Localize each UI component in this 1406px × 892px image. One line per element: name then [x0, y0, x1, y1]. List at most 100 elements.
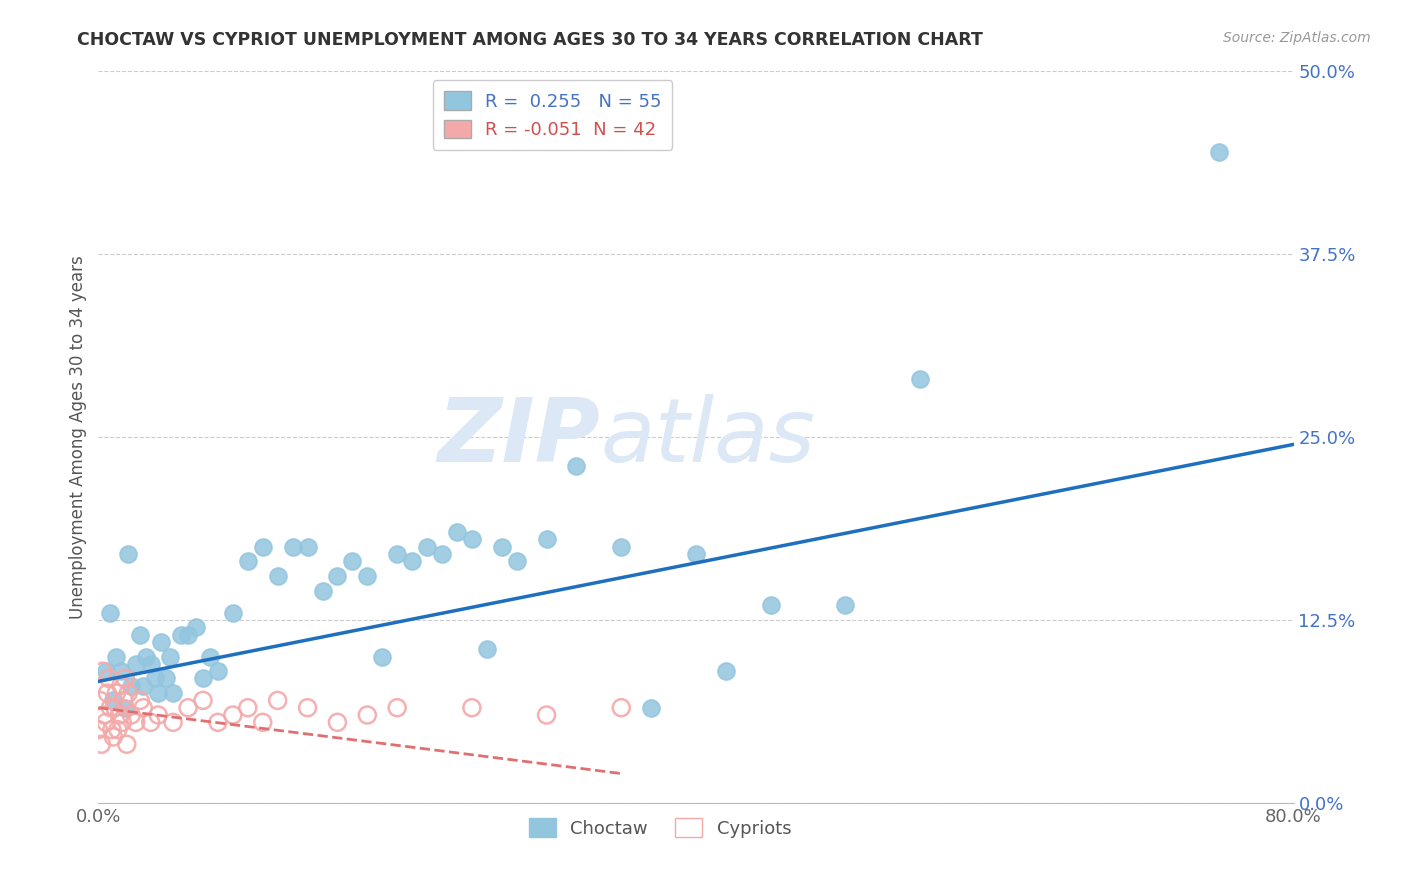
- Point: [430, 547, 453, 561]
- Point: [714, 664, 737, 678]
- Point: [222, 606, 245, 620]
- Point: [759, 599, 782, 613]
- Point: [356, 708, 378, 723]
- Point: [98, 700, 122, 714]
- Point: [475, 642, 498, 657]
- Point: [461, 700, 484, 714]
- Text: atlas: atlas: [600, 394, 815, 480]
- Point: [252, 715, 274, 730]
- Point: [148, 708, 170, 723]
- Point: [297, 540, 319, 554]
- Point: [342, 554, 364, 568]
- Point: [143, 672, 166, 686]
- Y-axis label: Unemployment Among Ages 30 to 34 years: Unemployment Among Ages 30 to 34 years: [69, 255, 87, 619]
- Point: [105, 686, 128, 700]
- Point: [506, 554, 529, 568]
- Point: [103, 693, 125, 707]
- Point: [610, 700, 633, 714]
- Point: [281, 540, 304, 554]
- Point: [207, 715, 229, 730]
- Point: [416, 540, 439, 554]
- Point: [385, 700, 409, 714]
- Point: [640, 700, 662, 714]
- Point: [96, 686, 118, 700]
- Point: [446, 525, 468, 540]
- Point: [169, 627, 191, 641]
- Point: [536, 708, 558, 723]
- Point: [94, 715, 117, 730]
- Point: [129, 693, 152, 707]
- Point: [191, 672, 214, 686]
- Point: [112, 693, 135, 707]
- Point: [132, 679, 155, 693]
- Point: [90, 737, 112, 751]
- Point: [222, 708, 245, 723]
- Point: [267, 693, 290, 707]
- Point: [129, 627, 152, 641]
- Point: [148, 686, 170, 700]
- Point: [177, 627, 200, 641]
- Point: [117, 547, 139, 561]
- Point: [110, 664, 132, 678]
- Point: [834, 599, 856, 613]
- Point: [356, 569, 378, 583]
- Point: [101, 723, 124, 737]
- Point: [207, 664, 229, 678]
- Point: [401, 554, 423, 568]
- Point: [114, 672, 136, 686]
- Point: [191, 693, 214, 707]
- Point: [236, 554, 259, 568]
- Point: [1208, 145, 1230, 159]
- Point: [150, 635, 173, 649]
- Point: [117, 686, 139, 700]
- Point: [104, 700, 127, 714]
- Point: [135, 649, 157, 664]
- Point: [200, 649, 222, 664]
- Point: [326, 715, 349, 730]
- Point: [610, 540, 633, 554]
- Point: [94, 664, 117, 678]
- Point: [120, 708, 142, 723]
- Text: CHOCTAW VS CYPRIOT UNEMPLOYMENT AMONG AGES 30 TO 34 YEARS CORRELATION CHART: CHOCTAW VS CYPRIOT UNEMPLOYMENT AMONG AG…: [77, 31, 983, 49]
- Point: [267, 569, 290, 583]
- Point: [371, 649, 394, 664]
- Point: [125, 657, 148, 671]
- Point: [89, 693, 111, 707]
- Point: [97, 672, 120, 686]
- Point: [461, 533, 484, 547]
- Point: [162, 686, 184, 700]
- Point: [565, 459, 588, 474]
- Point: [111, 715, 134, 730]
- Point: [139, 657, 162, 671]
- Point: [184, 620, 207, 634]
- Point: [162, 715, 184, 730]
- Point: [326, 569, 349, 583]
- Point: [297, 700, 319, 714]
- Point: [108, 708, 131, 723]
- Text: Source: ZipAtlas.com: Source: ZipAtlas.com: [1223, 31, 1371, 45]
- Point: [311, 583, 333, 598]
- Point: [155, 672, 177, 686]
- Point: [536, 533, 558, 547]
- Point: [385, 547, 409, 561]
- Point: [103, 730, 125, 744]
- Point: [114, 700, 136, 714]
- Point: [177, 700, 200, 714]
- Point: [107, 723, 129, 737]
- Point: [105, 649, 128, 664]
- Point: [110, 679, 132, 693]
- Point: [685, 547, 707, 561]
- Point: [908, 371, 931, 385]
- Point: [132, 700, 155, 714]
- Point: [125, 715, 148, 730]
- Point: [120, 679, 142, 693]
- Point: [252, 540, 274, 554]
- Point: [98, 606, 122, 620]
- Legend: Choctaw, Cypriots: Choctaw, Cypriots: [522, 811, 799, 845]
- Point: [91, 664, 114, 678]
- Point: [115, 737, 138, 751]
- Point: [491, 540, 513, 554]
- Point: [87, 723, 110, 737]
- Point: [139, 715, 162, 730]
- Point: [93, 708, 115, 723]
